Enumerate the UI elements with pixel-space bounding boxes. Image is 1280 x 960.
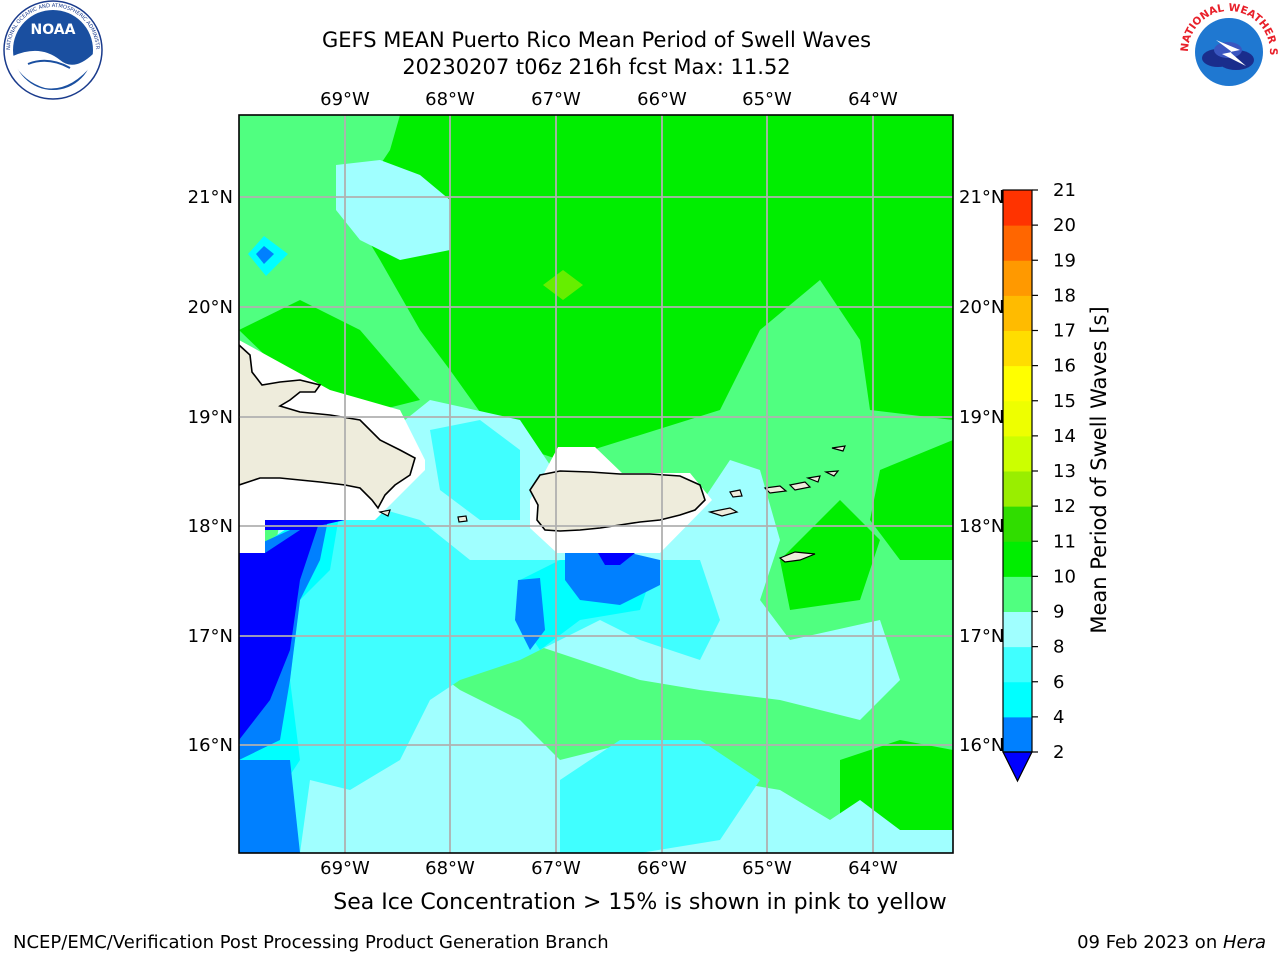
nws-logo: NATIONAL WEATHER SERVICE <box>1178 0 1279 97</box>
colorbar-segment <box>1003 295 1032 331</box>
lat-label-left: 17°N <box>188 626 233 647</box>
colorbar-tick-label: 19 <box>1053 250 1076 271</box>
colorbar-tick-label: 6 <box>1053 672 1064 693</box>
field-2-4-pr <box>565 553 660 605</box>
map-frame <box>238 114 954 854</box>
colorbar-tick-label: 16 <box>1053 356 1076 377</box>
colorbar-tick-label: 17 <box>1053 321 1076 342</box>
field-6-8-south <box>560 740 760 853</box>
field-under-2-pr <box>598 553 635 565</box>
footer-date: 09 Feb 2023 on Hera <box>1077 932 1266 953</box>
land-st-croix <box>778 551 816 563</box>
colorbar-under-arrow <box>1002 751 1033 783</box>
lon-label-top: 65°W <box>742 89 792 110</box>
colorbar-segment <box>1003 471 1032 507</box>
colorbar-tick-label: 4 <box>1053 707 1064 728</box>
colorbar-segment <box>1003 365 1032 402</box>
field-anomaly-inner <box>256 246 274 264</box>
colorbar-segment <box>1003 716 1032 753</box>
colorbar-tick-label: 2 <box>1053 742 1064 763</box>
footer-machine: Hera <box>1222 932 1266 953</box>
lon-label-bottom: 68°W <box>425 858 475 879</box>
lon-label-bottom: 66°W <box>637 858 687 879</box>
field-2-4-patch <box>515 578 545 650</box>
lat-label-right: 16°N <box>959 735 1004 756</box>
colorbar-segment <box>1003 330 1032 367</box>
field-10-11-north <box>350 115 953 460</box>
colorbar-segment <box>1003 646 1032 683</box>
field-10-11-west <box>239 300 420 410</box>
colorbar-tick-label: 12 <box>1053 496 1076 517</box>
field-2-4-south <box>239 760 300 853</box>
field-8-9-nw <box>336 160 450 260</box>
lat-label-right: 18°N <box>959 516 1004 537</box>
land-culebra <box>729 489 743 498</box>
map-subtitle: 20230207 t06z 216h fcst Max: 11.52 <box>402 55 791 79</box>
colorbar-segment <box>1003 225 1032 261</box>
field-10-11-ne <box>850 115 953 165</box>
lon-label-bottom: 69°W <box>320 858 370 879</box>
colorbar-segment <box>1003 611 1032 648</box>
land-anegada <box>831 445 846 452</box>
field-10-11-east <box>870 440 953 560</box>
lat-label-right: 19°N <box>959 407 1004 428</box>
colorbar-tick-label: 11 <box>1053 531 1076 552</box>
lon-label-bottom: 67°W <box>531 858 581 879</box>
map-grid <box>239 115 953 853</box>
colorbar-segment <box>1003 541 1032 577</box>
colorbar: 2 4 6 8 9 10 11 12 13 14 15 16 17 18 19 20 21 <box>1002 180 1076 783</box>
lat-label-right: 20°N <box>959 297 1004 318</box>
lon-label-top: 66°W <box>637 89 687 110</box>
land-virgin-islands <box>763 470 840 494</box>
colorbar-label: Mean Period of Swell Waves [s] <box>1087 306 1111 633</box>
colorbar-tick-label: 20 <box>1053 215 1076 236</box>
colorbar-segment <box>1003 260 1032 296</box>
land-vieques <box>707 507 739 517</box>
lon-label-bottom: 64°W <box>848 858 898 879</box>
map-title: GEFS MEAN Puerto Rico Mean Period of Swe… <box>321 28 872 52</box>
lat-label-left: 19°N <box>188 407 233 428</box>
lon-label-top: 68°W <box>425 89 475 110</box>
noaa-logo: NOAA NATIONAL OCEANIC AND ATMOSPHERIC AD… <box>0 0 103 100</box>
field-6-8-north <box>430 420 520 520</box>
colorbar-tick-label: 18 <box>1053 285 1076 306</box>
colorbar-tick-label: 14 <box>1053 426 1076 447</box>
lat-label-right: 17°N <box>959 626 1004 647</box>
colorbar-tick-label: 15 <box>1053 391 1076 412</box>
field-8-9-south <box>239 520 953 853</box>
lat-label-left: 18°N <box>188 516 233 537</box>
noaa-logo-text: NOAA <box>31 22 76 38</box>
colorbar-segment <box>1003 435 1032 472</box>
field-11-12-patch <box>543 270 583 300</box>
colorbar-tick-label: 10 <box>1053 566 1076 587</box>
colorbar-tick-label: 13 <box>1053 461 1076 482</box>
field-10-11-vi <box>780 500 880 610</box>
colorbar-tick-label: 21 <box>1053 180 1076 201</box>
lon-label-top: 69°W <box>320 89 370 110</box>
lon-label-top: 67°W <box>531 89 581 110</box>
colorbar-tick-label: 9 <box>1053 602 1064 623</box>
lon-label-top: 64°W <box>848 89 898 110</box>
colorbar-segment <box>1003 400 1032 437</box>
footer-date-text: 09 Feb 2023 on <box>1077 932 1223 953</box>
lat-label-left: 20°N <box>188 297 233 318</box>
land-small-islands <box>378 509 468 523</box>
colorbar-tick-label: 8 <box>1053 637 1064 658</box>
colorbar-segment <box>1003 506 1032 542</box>
sea-ice-note: Sea Ice Concentration > 15% is shown in … <box>333 890 947 915</box>
lat-label-left: 21°N <box>188 187 233 208</box>
lat-label-right: 21°N <box>959 187 1004 208</box>
colorbar-segment <box>1003 681 1032 718</box>
colorbar-segment <box>1003 190 1032 226</box>
field-under-2 <box>239 520 320 740</box>
colorbar-segment <box>1003 576 1032 612</box>
lon-label-bottom: 65°W <box>742 858 792 879</box>
land-hispaniola <box>239 343 416 510</box>
footer-branch: NCEP/EMC/Verification Post Processing Pr… <box>13 932 609 953</box>
lat-label-left: 16°N <box>188 735 233 756</box>
